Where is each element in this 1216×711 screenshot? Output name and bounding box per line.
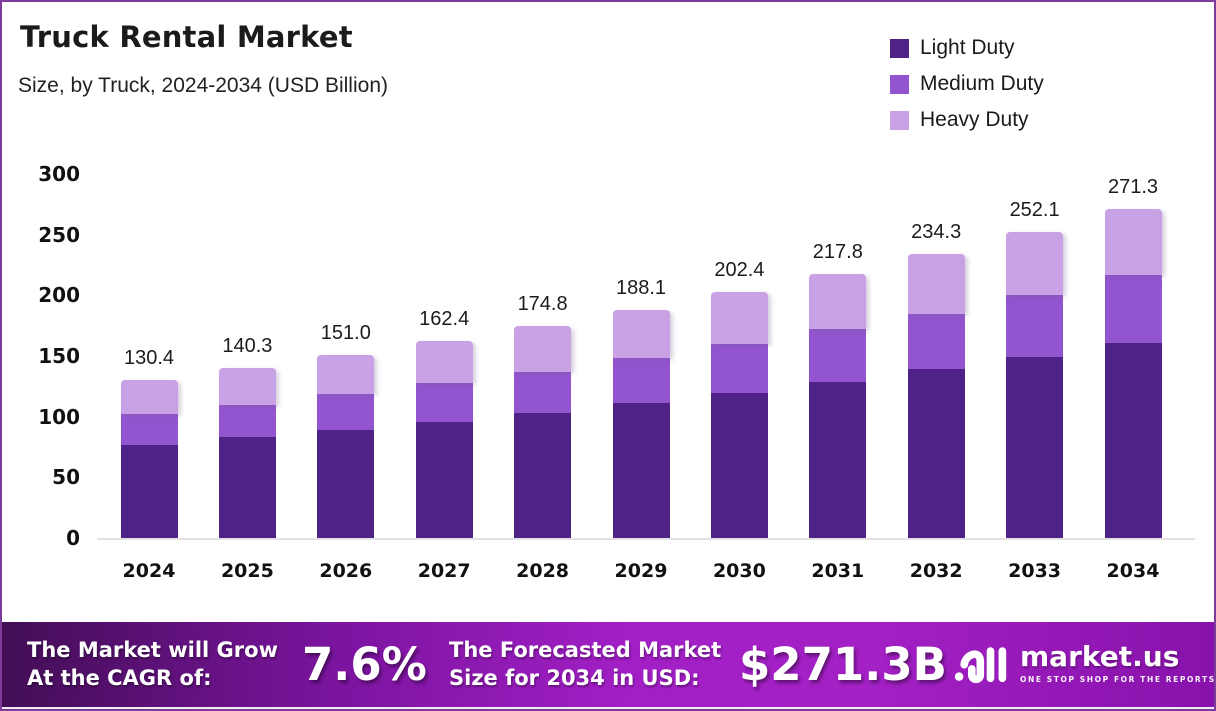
- page-title: Truck Rental Market: [20, 20, 353, 54]
- brand-logo: market.us ONE STOP SHOP FOR THE REPORTS: [954, 638, 1216, 688]
- legend-label: Light Duty: [920, 36, 1015, 59]
- bar-2026-heavy-duty: [317, 354, 375, 395]
- bar-2029-light-duty: [612, 403, 670, 538]
- brand-name: market.us: [1020, 640, 1180, 673]
- legend-item-light-duty: Light Duty: [890, 30, 1044, 66]
- y-axis-tick-150: 150: [38, 344, 80, 368]
- bar-2024-light-duty: [120, 444, 178, 538]
- cagr-label: The Market will Grow At the CAGR of:: [27, 636, 278, 692]
- bar-2025-light-duty: [218, 437, 276, 538]
- bar-2034-heavy-duty: [1104, 208, 1162, 276]
- x-axis-label-2029: 2029: [614, 560, 668, 582]
- bar-2027-light-duty: [415, 421, 473, 538]
- bar-2033-medium-duty: [1006, 295, 1064, 357]
- market-us-logo-icon: [954, 647, 1007, 684]
- bar-2033-heavy-duty: [1006, 232, 1064, 296]
- x-axis-label-2031: 2031: [811, 560, 865, 582]
- x-axis-label-2032: 2032: [909, 560, 963, 582]
- bar-total-label-2025: 140.3: [222, 334, 273, 357]
- bar-total-label-2029: 188.1: [615, 276, 667, 299]
- bar-2030-light-duty: [710, 393, 768, 538]
- stacked-bar-chart: 0 50 100 150 200 250 300 130.4 2024 140.3 2025 151.…: [2, 2, 1214, 622]
- forecast-label-line1: The Forecasted Market: [449, 638, 722, 662]
- bar-2034-medium-duty: [1104, 275, 1162, 343]
- bar-2034-light-duty: [1104, 342, 1162, 538]
- banner: The Market will Grow At the CAGR of: 7.6…: [2, 622, 1214, 707]
- y-axis-tick-0: 0: [66, 526, 80, 550]
- forecast-value: $271.3B: [739, 638, 947, 691]
- bar-2028-medium-duty: [514, 371, 572, 414]
- legend-swatch-icon: [890, 38, 909, 58]
- bar-total-label-2028: 174.8: [517, 292, 568, 315]
- y-axis-tick-50: 50: [52, 465, 80, 490]
- bar-total-label-2026: 151.0: [320, 321, 371, 344]
- bar-2029-medium-duty: [612, 358, 670, 404]
- forecast-label-line2: Size for 2034 in USD:: [449, 666, 700, 690]
- legend-item-medium-duty: Medium Duty: [890, 66, 1044, 102]
- bottom-strip: [2, 707, 1214, 709]
- legend-item-heavy-duty: Heavy Duty: [890, 102, 1044, 138]
- bar-2032-light-duty: [907, 369, 965, 538]
- cagr-value: 7.6%: [302, 638, 427, 691]
- y-axis-tick-200: 200: [38, 283, 80, 308]
- x-axis-label-2025: 2025: [220, 560, 274, 582]
- chart-legend: Light Duty Medium Duty Heavy Duty: [890, 30, 1044, 138]
- x-axis-label-2026: 2026: [319, 560, 373, 582]
- bar-total-label-2030: 202.4: [714, 259, 765, 282]
- y-axis-tick-300: 300: [38, 162, 80, 186]
- bar-2024-medium-duty: [120, 414, 178, 445]
- bar-2029-heavy-duty: [612, 309, 670, 359]
- bar-2031-medium-duty: [809, 329, 867, 383]
- bar-2027-heavy-duty: [415, 340, 473, 384]
- bar-2033-light-duty: [1006, 356, 1064, 538]
- x-axis-label-2034: 2034: [1106, 560, 1160, 582]
- x-axis-line: [97, 538, 1195, 540]
- bar-2032-medium-duty: [907, 313, 965, 370]
- legend-label: Heavy Duty: [920, 108, 1029, 131]
- bar-total-label-2032: 234.3: [911, 220, 962, 243]
- bar-2026-light-duty: [317, 430, 375, 538]
- bar-2026-medium-duty: [317, 394, 375, 430]
- bar-total-label-2024: 130.4: [123, 346, 175, 369]
- bar-2028-light-duty: [514, 413, 572, 538]
- y-axis-tick-100: 100: [38, 404, 80, 429]
- bar-2030-heavy-duty: [710, 292, 768, 345]
- legend-swatch-icon: [890, 110, 909, 130]
- page-subtitle: Size, by Truck, 2024-2034 (USD Billion): [18, 74, 388, 97]
- forecast-label: The Forecasted Market Size for 2034 in U…: [449, 636, 721, 692]
- bar-total-label-2034: 271.3: [1107, 175, 1159, 198]
- cagr-label-line1: The Market will Grow: [27, 638, 278, 662]
- x-axis-label-2028: 2028: [516, 560, 570, 582]
- legend-label: Medium Duty: [920, 72, 1044, 95]
- bar-2024-heavy-duty: [120, 379, 178, 415]
- brand-text: market.us ONE STOP SHOP FOR THE REPORTS: [1020, 640, 1216, 685]
- bar-2032-heavy-duty: [907, 253, 965, 314]
- bar-total-label-2027: 162.4: [419, 307, 470, 330]
- cagr-label-line2: At the CAGR of:: [27, 666, 212, 690]
- y-axis-tick-250: 250: [38, 222, 80, 247]
- bar-total-label-2031: 217.8: [812, 240, 863, 263]
- bar-2031-heavy-duty: [809, 273, 867, 330]
- bar-2027-medium-duty: [415, 383, 473, 422]
- x-axis-label-2033: 2033: [1008, 560, 1062, 582]
- bar-2028-heavy-duty: [514, 325, 572, 372]
- x-axis-label-2030: 2030: [712, 560, 766, 582]
- bar-total-label-2033: 252.1: [1009, 199, 1060, 222]
- bar-2025-heavy-duty: [218, 367, 276, 405]
- legend-swatch-icon: [890, 74, 909, 94]
- brand-tagline: ONE STOP SHOP FOR THE REPORTS: [1020, 675, 1216, 684]
- x-axis-label-2027: 2027: [417, 560, 471, 582]
- bar-2030-medium-duty: [710, 344, 768, 393]
- bar-2031-light-duty: [809, 382, 867, 538]
- bar-2025-medium-duty: [218, 404, 276, 438]
- x-axis-label-2024: 2024: [122, 560, 176, 582]
